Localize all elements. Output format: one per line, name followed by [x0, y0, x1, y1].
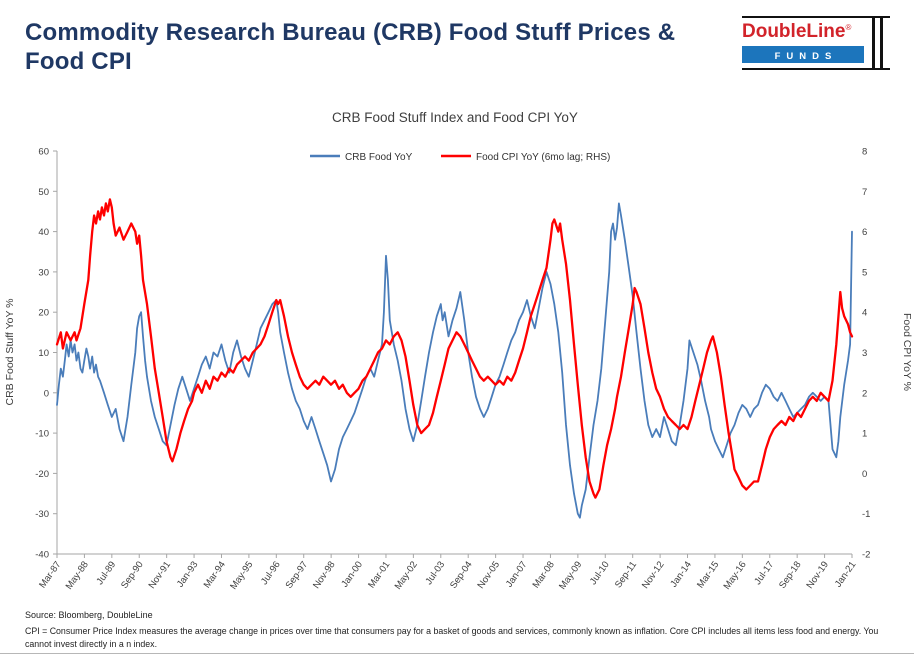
series-line-crb-food-yoy [56, 202, 853, 519]
logo-funds-text: FUNDS [774, 51, 838, 62]
right-axis-tick-label: -1 [862, 509, 870, 520]
left-axis-tick-label: 0 [44, 388, 49, 399]
logo-vertical-line-2 [880, 16, 883, 70]
x-axis-tick-label: Sep-04 [448, 559, 475, 590]
right-axis-title: Food CPI YoY % [901, 313, 913, 391]
logo-vertical-line-1 [872, 16, 875, 70]
x-axis-tick-label: May-09 [557, 559, 584, 591]
footer: Source: Bloomberg, DoubleLine CPI = Cons… [25, 610, 894, 651]
x-axis-tick-label: Nov-91 [147, 559, 174, 590]
source-note: Source: Bloomberg, DoubleLine [25, 610, 153, 620]
x-axis-tick-label: Jul-10 [588, 559, 612, 587]
page-title-line1: Commodity Research Bureau (CRB) Food Stu… [25, 19, 676, 46]
footnote: CPI = Consumer Price Index measures the … [25, 626, 879, 649]
logo-horizontal-line-top [742, 16, 890, 18]
right-axis-tick-label: -2 [862, 550, 870, 561]
x-axis-tick-label: Sep-18 [777, 559, 804, 590]
x-axis-tick-label: Jan-14 [668, 559, 694, 589]
registered-trademark-icon: ® [845, 23, 852, 32]
page-title-line2: Food CPI [25, 48, 132, 76]
x-axis-tick-label: Nov-19 [804, 559, 831, 590]
x-axis-tick-label: Mar-01 [366, 559, 392, 590]
x-axis-tick-label: May-16 [722, 559, 749, 591]
x-axis-tick-label: May-02 [393, 559, 420, 591]
chart-area: CRB Food Stuff Index and Food CPI YoY CR… [0, 96, 914, 608]
doubleline-logo: DoubleLine® FUNDS [742, 16, 890, 70]
legend-label-food-cpi: Food CPI YoY (6mo lag; RHS) [476, 152, 610, 163]
logo-funds-bar: FUNDS [742, 46, 864, 63]
x-axis-tick-label: Jul-17 [752, 559, 776, 587]
bottom-divider [0, 653, 914, 654]
crb-food-cpi-line-chart: CRB Food Stuff Index and Food CPI YoY CR… [4, 110, 913, 592]
right-axis-tick-label: 0 [862, 469, 867, 480]
chart-title: CRB Food Stuff Index and Food CPI YoY [332, 110, 578, 125]
page-title: Commodity Research Bureau (CRB) Food Stu… [25, 18, 725, 77]
left-axis-tick-label: -20 [35, 469, 49, 480]
right-axis-tick-label: 3 [862, 348, 867, 359]
right-axis-tick-label: 8 [862, 147, 867, 158]
left-axis-tick-label: -40 [35, 550, 49, 561]
left-axis-tick-label: -10 [35, 429, 49, 440]
series-line-food-cpi-yoy [55, 198, 854, 499]
right-axis-tick-label: 4 [862, 308, 867, 319]
right-axis-tick-label: 6 [862, 227, 867, 238]
x-axis-tick-label: Mar-15 [695, 559, 721, 590]
left-axis-tick-label: 40 [38, 227, 49, 238]
logo-brand-row: DoubleLine® [742, 21, 851, 43]
x-axis-tick-label: Nov-05 [476, 559, 503, 590]
logo-horizontal-line-bottom [742, 68, 890, 70]
left-axis-tick-label: 30 [38, 267, 49, 278]
x-axis-tick-label: Mar-94 [202, 559, 228, 590]
right-axis-tick-label: 2 [862, 388, 867, 399]
left-axis-tick-label: 50 [38, 187, 49, 198]
left-axis-tick-label: 20 [38, 308, 49, 319]
x-axis-tick-label: Sep-97 [284, 559, 311, 590]
x-axis-tick-label: Mar-08 [531, 559, 557, 590]
x-axis-tick-label: Jul-03 [423, 559, 447, 587]
x-axis-tick-label: Jan-07 [504, 559, 530, 589]
right-axis-tick-label: 1 [862, 429, 867, 440]
x-axis-tick-label: May-88 [64, 559, 91, 591]
x-axis-tick-label: Jan-00 [339, 559, 365, 589]
x-axis-tick-label: Jul-96 [259, 559, 283, 587]
x-axis-tick-label: Sep-11 [613, 559, 639, 590]
legend: CRB Food YoY Food CPI YoY (6mo lag; RHS) [310, 152, 610, 163]
plot-layer: 6050403020100-10-20-30-40876543210-1-2Ma… [35, 147, 870, 592]
x-axis-tick-label: May-95 [228, 559, 255, 591]
left-axis-tick-label: -30 [35, 509, 49, 520]
x-axis-tick-label: Nov-12 [640, 559, 667, 590]
x-axis-tick-label: Mar-87 [37, 559, 63, 590]
logo-brand-text: DoubleLine [742, 21, 846, 42]
right-axis-tick-label: 7 [862, 187, 867, 198]
left-axis-tick-label: 10 [38, 348, 49, 359]
left-axis-tick-label: 60 [38, 147, 49, 158]
x-axis-tick-label: Jan-21 [833, 559, 859, 589]
x-axis-tick-label: Jul-89 [94, 559, 118, 587]
left-axis-title: CRB Food Stuff YoY % [4, 298, 16, 405]
legend-label-crb-food: CRB Food YoY [345, 152, 413, 163]
x-axis-tick-label: Sep-90 [119, 559, 146, 590]
x-axis-tick-label: Nov-98 [311, 559, 338, 590]
right-axis-tick-label: 5 [862, 267, 867, 278]
x-axis-tick-label: Jan-93 [175, 559, 201, 589]
